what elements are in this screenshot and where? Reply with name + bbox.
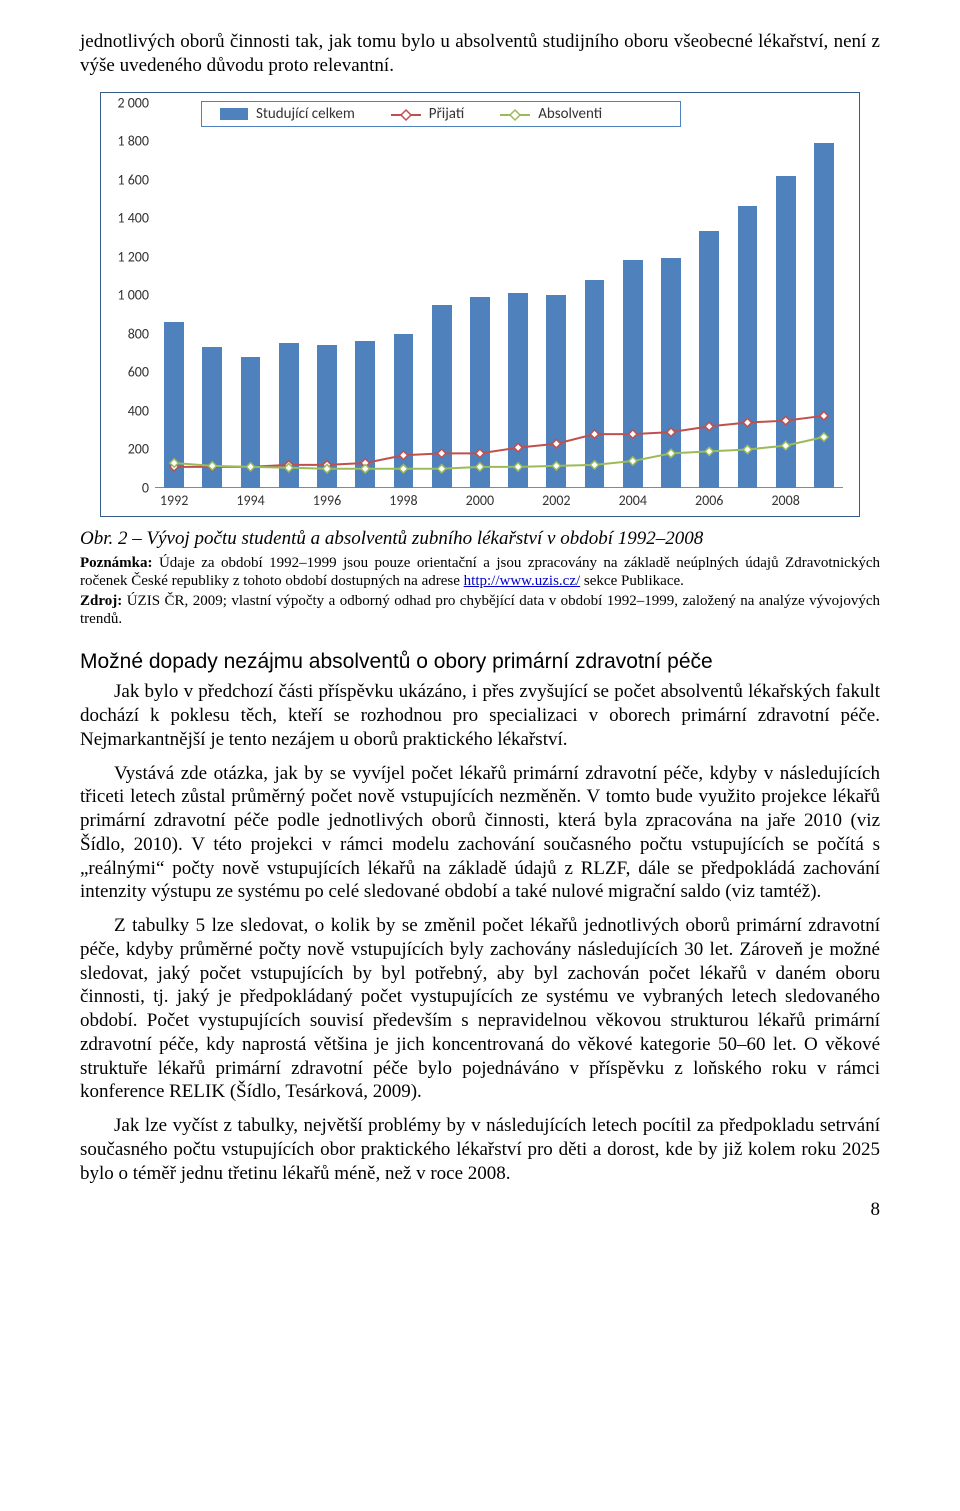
legend-label: Přijatí xyxy=(429,105,464,123)
y-axis-label: 200 xyxy=(128,441,155,458)
x-axis-label: 1996 xyxy=(313,488,341,509)
figure-caption: Obr. 2 – Vývoj počtu studentů a absolven… xyxy=(80,527,880,551)
body-p1: Jak bylo v předchozí části příspěvku uká… xyxy=(80,680,880,751)
y-axis-label: 0 xyxy=(142,479,155,496)
body-p4: Jak lze vyčíst z tabulky, největší probl… xyxy=(80,1114,880,1185)
figure-note: Poznámka: Údaje za období 1992–1999 jsou… xyxy=(80,554,880,590)
y-axis-label: 1 000 xyxy=(117,287,155,304)
x-axis-label: 2002 xyxy=(542,488,570,509)
y-axis-label: 1 600 xyxy=(117,171,155,188)
legend-line-swatch-prijati xyxy=(391,108,421,120)
x-axis-label: 2008 xyxy=(771,488,799,509)
x-axis-label: 2004 xyxy=(619,488,647,509)
y-axis-label: 2 000 xyxy=(117,94,155,111)
x-axis-label: 2006 xyxy=(695,488,723,509)
x-axis-label: 1998 xyxy=(389,488,417,509)
x-axis-label: 1994 xyxy=(236,488,264,509)
body-p2: Vystává zde otázka, jak by se vyvíjel po… xyxy=(80,762,880,905)
note-label: Poznámka: xyxy=(80,555,153,571)
legend-label: Studující celkem xyxy=(256,105,355,123)
source-label: Zdroj: xyxy=(80,593,122,609)
figure-source: Zdroj: ÚZIS ČR, 2009; vlastní výpočty a … xyxy=(80,592,880,628)
note-link[interactable]: http://www.uzis.cz/ xyxy=(464,573,581,589)
legend-item-studujici: Studující celkem xyxy=(220,105,355,123)
y-axis-label: 1 400 xyxy=(117,210,155,227)
section-heading: Možné dopady nezájmu absolventů o obory … xyxy=(80,650,880,674)
x-axis-label: 1992 xyxy=(160,488,188,509)
legend-line-swatch-absolventi xyxy=(500,108,530,120)
plot-area: 02004006008001 0001 2001 4001 6001 8002 … xyxy=(155,103,843,488)
y-axis-label: 1 800 xyxy=(117,133,155,150)
y-axis-label: 800 xyxy=(128,325,155,342)
intro-paragraph: jednotlivých oborů činnosti tak, jak tom… xyxy=(80,30,880,78)
legend-item-absolventi: Absolventi xyxy=(500,105,602,123)
page-number: 8 xyxy=(80,1199,880,1221)
y-axis-label: 1 200 xyxy=(117,248,155,265)
chart-legend: Studující celkem Přijatí Absolventi xyxy=(201,101,681,127)
legend-bar-swatch xyxy=(220,108,248,120)
legend-item-prijati: Přijatí xyxy=(391,105,464,123)
note-after-link: sekce Publikace. xyxy=(580,573,684,589)
body-p3: Z tabulky 5 lze sledovat, o kolik by se … xyxy=(80,914,880,1104)
y-axis-label: 400 xyxy=(128,402,155,419)
legend-label: Absolventi xyxy=(538,105,602,123)
chart-figure-2: 0 200 400 600 800 1 000 1 200 1 400 1 600 1 800 2 … xyxy=(100,92,860,517)
source-body: ÚZIS ČR, 2009; vlastní výpočty a odborný… xyxy=(80,593,880,627)
y-axis-label: 600 xyxy=(128,364,155,381)
x-axis-label: 2000 xyxy=(466,488,494,509)
